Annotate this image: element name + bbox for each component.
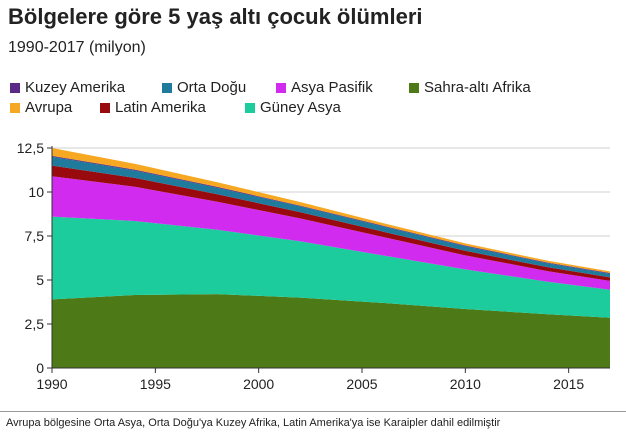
legend-label-asya-pasifik: Asya Pasifik [291, 79, 373, 96]
area-series-4 [52, 156, 610, 278]
chart-title: Bölgelere göre 5 yaş altı çocuk ölümleri [8, 4, 423, 29]
legend-swatch-sahra-alti-afrika [409, 82, 419, 93]
legend-label-sahra-alti-afrika: Sahra-altı Afrika [424, 79, 531, 96]
legend-label-orta-dogu: Orta Doğu [177, 79, 247, 96]
area-series-0 [52, 294, 610, 368]
y-tick-label-4: 10 [28, 184, 44, 200]
legend-swatch-asya-pasifik [276, 82, 286, 93]
y-tick-label-1: 2,5 [25, 316, 45, 332]
area-series-1 [52, 216, 610, 318]
legend-item-latin-amerika: Latin Amerika [100, 99, 206, 116]
footnote-divider [0, 411, 626, 412]
area-series-6 [52, 148, 610, 273]
legend-label-avrupa: Avrupa [25, 99, 73, 116]
legend-swatch-kuzey-amerika [10, 82, 20, 93]
legend-row-1: Kuzey Amerika Orta Doğu Asya Pasifik Sah… [10, 79, 610, 99]
y-tick-label-5: 12,5 [17, 140, 44, 156]
x-tick-label-1: 1995 [140, 376, 171, 392]
legend-item-orta-dogu: Orta Doğu [162, 79, 246, 96]
legend-label-latin-amerika: Latin Amerika [115, 99, 206, 116]
chart-subtitle: 1990-2017 (milyon) [8, 39, 146, 56]
x-tick-label-2: 2000 [243, 376, 274, 392]
x-tick-label-3: 2005 [346, 376, 377, 392]
legend-item-sahra-alti-afrika: Sahra-altı Afrika [409, 79, 531, 96]
chart-legend: Kuzey Amerika Orta Doğu Asya Pasifik Sah… [10, 79, 610, 119]
y-tick-label-3: 7,5 [25, 228, 45, 244]
legend-row-2: Avrupa Latin Amerika Güney Asya [10, 99, 610, 119]
legend-item-guney-asya: Güney Asya [245, 99, 341, 116]
x-tick-label-5: 2015 [553, 376, 584, 392]
legend-swatch-avrupa [10, 102, 20, 113]
x-tick-label-4: 2010 [450, 376, 481, 392]
legend-swatch-latin-amerika [100, 102, 110, 113]
x-tick-label-0: 1990 [36, 376, 67, 392]
legend-item-avrupa: Avrupa [10, 99, 72, 116]
area-series-3 [52, 165, 610, 281]
legend-label-kuzey-amerika: Kuzey Amerika [25, 79, 126, 96]
legend-label-guney-asya: Güney Asya [260, 99, 341, 116]
y-tick-label-2: 5 [36, 272, 44, 288]
legend-item-kuzey-amerika: Kuzey Amerika [10, 79, 125, 96]
legend-swatch-orta-dogu [162, 82, 172, 93]
legend-item-asya-pasifik: Asya Pasifik [276, 79, 373, 96]
area-series-2 [52, 176, 610, 290]
footnote: Avrupa bölgesine Orta Asya, Orta Doğu'ya… [6, 417, 501, 429]
legend-swatch-guney-asya [245, 102, 255, 113]
y-tick-label-0: 0 [36, 360, 44, 376]
